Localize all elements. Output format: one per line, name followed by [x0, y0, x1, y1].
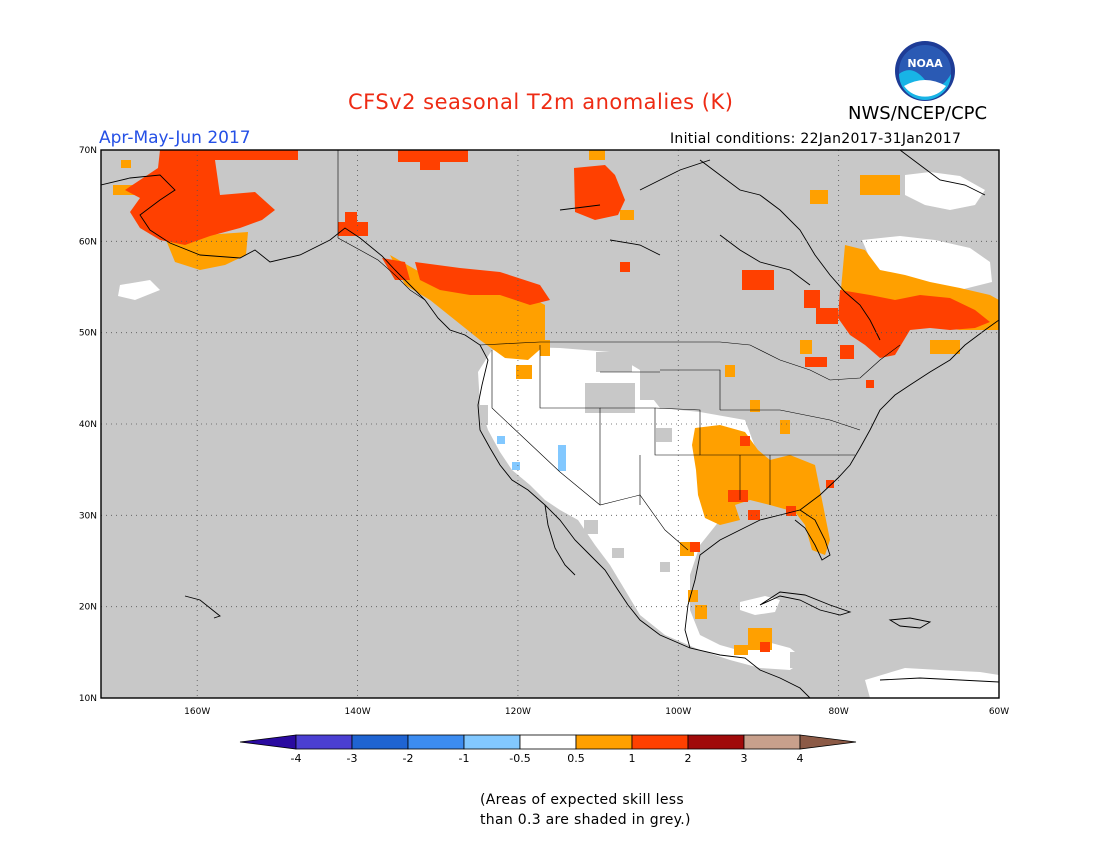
colorbar-label: -0.5 [509, 752, 530, 765]
colorbar-segment [575, 734, 633, 750]
coastlines [101, 150, 999, 698]
colorbar-segment [463, 734, 521, 750]
lat-tick-label: 10N [79, 694, 97, 704]
colorbar-label: 4 [797, 752, 804, 765]
colorbar-label: 0.5 [567, 752, 585, 765]
chart-title: CFSv2 seasonal T2m anomalies (K) [348, 90, 734, 114]
lat-tick-label: 70N [79, 146, 97, 156]
colorbar-segment [295, 734, 353, 750]
colorbar-arrow-high [799, 734, 857, 750]
season-label: Apr-May-Jun 2017 [99, 128, 251, 148]
logo-text: NOAA [907, 57, 943, 70]
colorbar-segment [351, 734, 409, 750]
map-frame [100, 149, 1000, 699]
colorbar-label: 1 [629, 752, 636, 765]
skill-footnote-line1: (Areas of expected skill less [480, 792, 684, 808]
lon-tick-label: 140W [345, 707, 371, 717]
lon-tick-label: 120W [505, 707, 531, 717]
latitude-labels: 10N 20N 30N 40N 50N 60N 70N [79, 146, 97, 704]
lon-tick-label: 80W [828, 707, 848, 717]
lon-tick-label: 100W [665, 707, 691, 717]
colorbar-segment [687, 734, 745, 750]
warm-anomaly-1-2 [125, 150, 990, 652]
colorbar: -4 -3 -2 -1 -0.5 0.5 1 2 3 4 [239, 734, 857, 765]
lat-tick-label: 40N [79, 420, 97, 430]
noaa-logo: NOAA [895, 41, 955, 101]
negative-anomaly-cells [497, 436, 566, 471]
agency-label: NWS/NCEP/CPC [848, 103, 988, 124]
colorbar-label: -4 [291, 752, 302, 765]
initial-conditions-label: Initial conditions: 22Jan2017-31Jan2017 [670, 131, 962, 147]
colorbar-segment [743, 734, 801, 750]
lon-tick-label: 160W [184, 707, 210, 717]
lat-tick-label: 20N [79, 603, 97, 613]
colorbar-label: 3 [741, 752, 748, 765]
borders [337, 150, 901, 551]
colorbar-arrow-low [239, 734, 297, 750]
colorbar-label: 2 [685, 752, 692, 765]
colorbar-label: -2 [403, 752, 414, 765]
skill-footnote-line2: than 0.3 are shaded in grey.) [480, 812, 691, 828]
colorbar-label: -1 [459, 752, 470, 765]
lat-tick-label: 60N [79, 237, 97, 247]
colorbar-segment [407, 734, 465, 750]
colorbar-label: -3 [347, 752, 358, 765]
lat-tick-label: 50N [79, 329, 97, 339]
lat-tick-label: 30N [79, 511, 97, 521]
colorbar-segment [519, 734, 577, 750]
lon-tick-label: 60W [989, 707, 1009, 717]
longitude-labels: 160W 140W 120W 100W 80W 60W [184, 707, 1009, 717]
colorbar-segment [631, 734, 689, 750]
